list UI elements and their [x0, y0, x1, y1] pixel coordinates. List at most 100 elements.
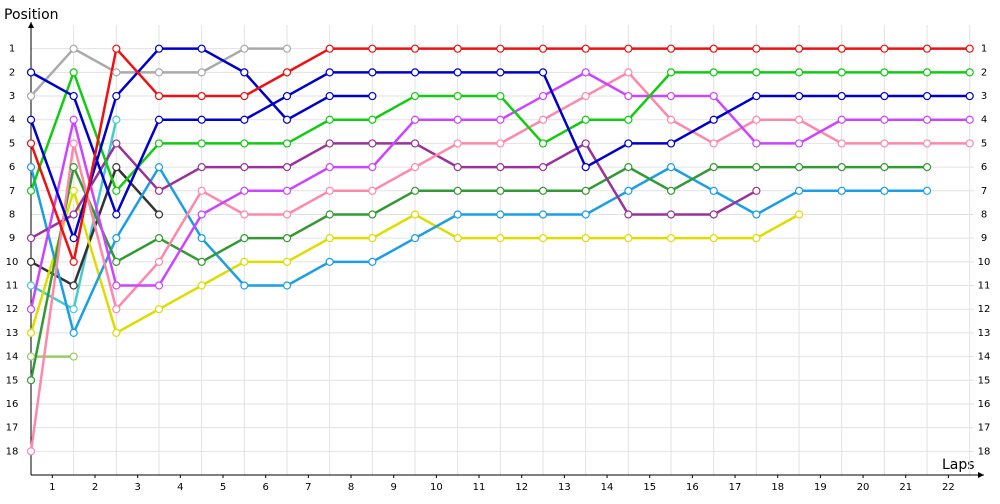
- point: [197, 44, 206, 53]
- point: [496, 91, 505, 101]
- point: [26, 234, 36, 243]
- point: [752, 115, 761, 124]
- y-tick-label: 17: [6, 423, 19, 434]
- point: [325, 44, 334, 53]
- point: [26, 447, 36, 456]
- point: [538, 91, 548, 101]
- point: [410, 163, 420, 172]
- y-tick-label: 9: [9, 233, 15, 244]
- point: [240, 91, 249, 101]
- point: [197, 210, 206, 219]
- point: [112, 281, 121, 290]
- point: [282, 234, 292, 243]
- point: [880, 44, 889, 53]
- point: [624, 210, 633, 219]
- point: [752, 234, 761, 243]
- point: [69, 305, 78, 314]
- x-axis-label: Laps: [942, 457, 975, 473]
- point: [26, 139, 36, 148]
- point: [453, 91, 462, 101]
- point: [880, 115, 889, 124]
- point: [112, 305, 121, 314]
- point: [794, 44, 804, 53]
- point: [624, 68, 633, 77]
- point: [26, 281, 36, 290]
- point: [538, 186, 548, 195]
- point: [112, 257, 121, 266]
- point: [154, 210, 164, 219]
- point: [666, 44, 676, 53]
- point: [837, 115, 846, 124]
- point: [26, 305, 36, 314]
- point: [880, 68, 889, 77]
- point: [26, 163, 36, 172]
- point: [666, 115, 676, 124]
- point: [453, 44, 462, 53]
- point: [453, 68, 462, 77]
- point: [624, 139, 633, 148]
- point: [154, 257, 164, 266]
- point: [794, 68, 804, 77]
- point: [496, 139, 505, 148]
- y-tick-label: 12: [6, 304, 19, 315]
- point: [496, 44, 505, 53]
- point: [496, 163, 505, 172]
- point: [112, 234, 121, 243]
- point: [453, 115, 462, 124]
- point: [26, 186, 36, 195]
- point: [581, 115, 590, 124]
- point: [154, 68, 164, 77]
- point: [112, 44, 121, 53]
- point: [368, 68, 377, 77]
- point: [709, 210, 718, 219]
- point: [453, 163, 462, 172]
- point: [69, 44, 78, 53]
- point: [240, 163, 249, 172]
- point: [581, 234, 590, 243]
- point: [69, 257, 78, 266]
- y-axis-label: Position: [4, 7, 59, 23]
- point: [922, 139, 932, 148]
- point: [325, 234, 334, 243]
- y-tick-label-right: 16: [978, 399, 991, 410]
- point: [666, 186, 676, 195]
- point: [240, 186, 249, 195]
- point: [965, 68, 974, 77]
- point: [26, 257, 36, 266]
- point: [624, 44, 633, 53]
- point: [410, 139, 420, 148]
- point: [922, 68, 932, 77]
- point: [325, 186, 334, 195]
- point: [624, 163, 633, 172]
- point: [154, 186, 164, 195]
- x-tick-label: 12: [515, 482, 528, 493]
- y-tick-label: 15: [6, 375, 19, 386]
- x-tick-label: 16: [686, 482, 699, 493]
- x-tick-label: 1: [49, 482, 55, 493]
- point: [69, 139, 78, 148]
- point: [112, 91, 121, 101]
- point: [112, 186, 121, 195]
- y-tick-label: 3: [9, 91, 15, 102]
- x-tick-label: 3: [134, 482, 140, 493]
- point: [666, 68, 676, 77]
- point: [794, 186, 804, 195]
- point: [26, 328, 36, 337]
- point: [709, 44, 718, 53]
- y-tick-label: 5: [9, 138, 15, 149]
- point: [709, 163, 718, 172]
- point: [197, 115, 206, 124]
- y-tick-label-right: 6: [981, 162, 987, 173]
- x-tick-label: 19: [814, 482, 827, 493]
- point: [282, 257, 292, 266]
- point: [496, 234, 505, 243]
- point: [154, 234, 164, 243]
- point: [368, 186, 377, 195]
- y-tick-label: 7: [9, 186, 15, 197]
- point: [325, 257, 334, 266]
- x-tick-label: 13: [558, 482, 571, 493]
- point: [752, 210, 761, 219]
- point: [410, 186, 420, 195]
- point: [325, 139, 334, 148]
- point: [410, 68, 420, 77]
